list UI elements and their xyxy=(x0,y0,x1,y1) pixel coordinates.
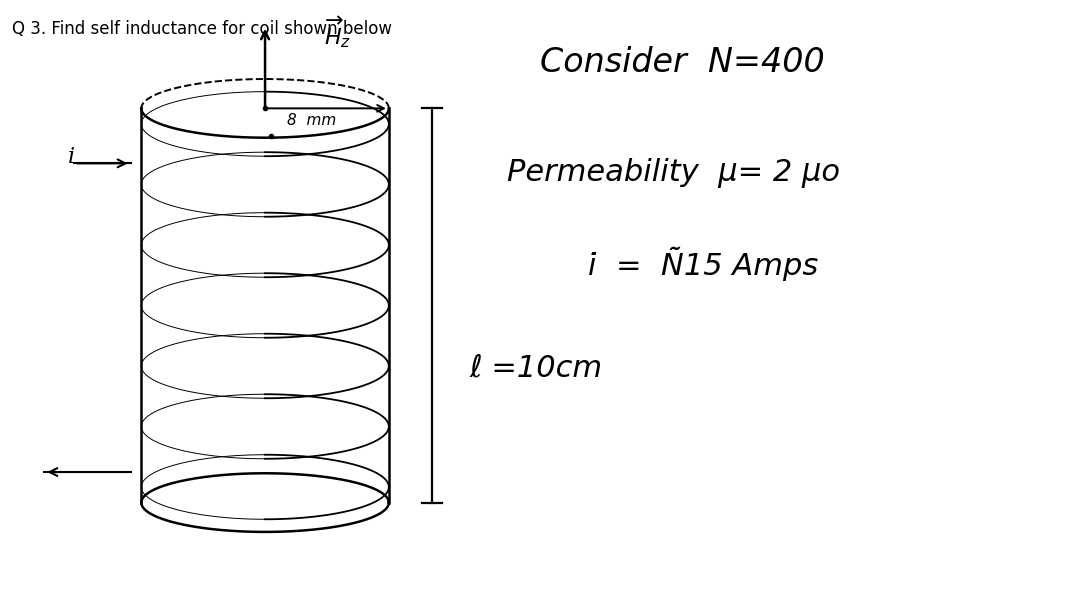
Text: Q 3. Find self inductance for coil shown below: Q 3. Find self inductance for coil shown… xyxy=(12,20,392,37)
Text: ℓ =10cm: ℓ =10cm xyxy=(469,354,603,383)
Text: i̇  =  Ñ15 Amps: i̇ = Ñ15 Amps xyxy=(588,247,818,281)
Text: i: i xyxy=(68,146,74,168)
Text: $\overrightarrow{H}_z$: $\overrightarrow{H}_z$ xyxy=(325,14,352,50)
Text: Permeability  μ= 2 μo: Permeability μ= 2 μo xyxy=(507,158,841,187)
Text: Consider  N=400: Consider N=400 xyxy=(540,46,824,79)
Text: 8  mm: 8 mm xyxy=(287,113,336,128)
